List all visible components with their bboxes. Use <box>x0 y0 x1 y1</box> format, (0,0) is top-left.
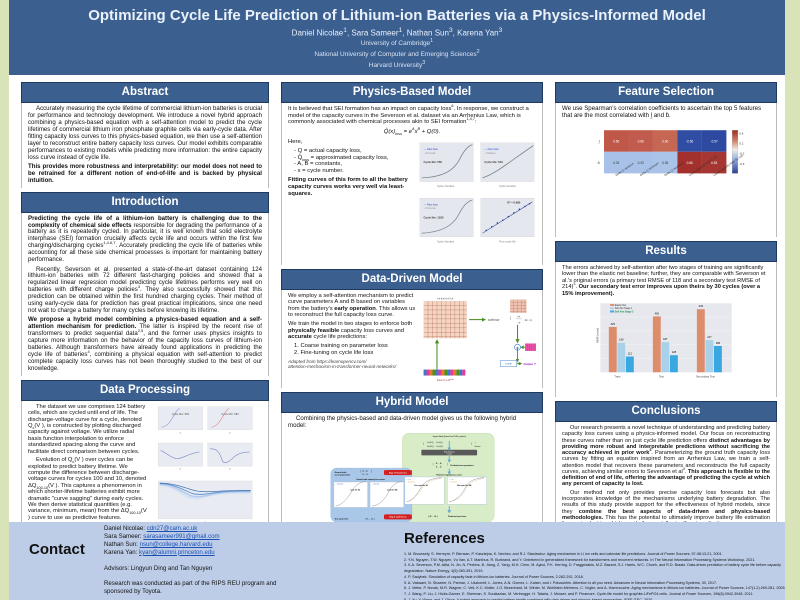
svg-text:— Raw data: — Raw data <box>424 147 439 151</box>
svg-text:0.33: 0.33 <box>638 161 644 165</box>
svg-text:ɓ: ɓ <box>598 161 600 165</box>
svg-text:softmax: softmax <box>488 318 500 322</box>
svg-text:— Raw data: — Raw data <box>484 147 499 151</box>
svg-text:0.60: 0.60 <box>662 139 668 143</box>
svg-text:Cycle life: 550: Cycle life: 550 <box>424 160 443 164</box>
svg-text:Test: Test <box>659 374 664 378</box>
svg-text:True cycle time: True cycle time <box>334 518 348 521</box>
svg-text:0.35: 0.35 <box>662 161 668 165</box>
svg-text:Linear: Linear <box>505 362 512 365</box>
svg-text:217: 217 <box>707 335 712 339</box>
svg-text:Predicted capacity loss curves: Predicted capacity loss curves <box>436 474 462 477</box>
svg-text:Cycle life: 1020: Cycle life: 1020 <box>424 215 444 219</box>
svg-text:hh: hh <box>518 315 521 318</box>
svg-text:0.66: 0.66 <box>638 139 644 143</box>
svg-text:128: 128 <box>672 350 677 354</box>
svg-text:[ B1 ... Bn ]: [ B1 ... Bn ] <box>365 519 374 521</box>
svg-text:– Chosen: – Chosen <box>484 151 496 155</box>
svg-text:V: V <box>180 432 182 435</box>
svg-text:Self Attn Stage 1: Self Attn Stage 1 <box>615 307 633 310</box>
svg-text:Secondary Test: Secondary Test <box>696 374 715 378</box>
svg-text:, Δt= -1): , Δt= -1) <box>523 319 532 322</box>
svg-text:400: 400 <box>655 311 660 315</box>
svg-text:√d: √d <box>518 321 521 324</box>
svg-text:ḽ: ḽ <box>598 139 600 143</box>
svg-text:Cycle Number: Cycle Number <box>437 239 455 243</box>
svg-text:Self-attention: Self-attention <box>443 451 454 454</box>
svg-text:[ Â1 ... Ân ]: [ Â1 ... Ân ] <box>428 515 438 518</box>
svg-text:186: 186 <box>716 341 721 345</box>
svg-text:Self Attn Stage 2: Self Attn Stage 2 <box>615 310 634 313</box>
svg-text:0.66: 0.66 <box>613 139 619 143</box>
svg-text:Ground truth: Ground truth <box>334 472 347 475</box>
svg-text:0.6: 0.6 <box>739 131 743 135</box>
svg-text:True cycle life: True cycle life <box>499 239 516 243</box>
svg-text:V: V <box>229 432 231 435</box>
svg-text:model: model <box>446 454 452 456</box>
svg-text:-0.6: -0.6 <box>739 162 744 166</box>
svg-text:Cycle Number: Cycle Number <box>499 184 517 188</box>
svg-text:Train: Train <box>614 374 621 378</box>
svg-text:V: V <box>180 468 182 471</box>
svg-text:R² = 0.980: R² = 0.980 <box>507 201 520 205</box>
svg-text:112: 112 <box>628 351 633 355</box>
svg-text:Min(ΔQ)1 ... Min(ΔQ)n: Min(ΔQ)1 ... Min(ΔQ)n <box>427 445 444 448</box>
svg-text:325: 325 <box>611 322 616 326</box>
svg-text:curve parameters: curve parameters <box>334 474 350 477</box>
svg-text:Cycle Number: Cycle Number <box>437 184 455 188</box>
svg-text:Predicted curve parameters: Predicted curve parameters <box>450 465 473 468</box>
svg-text:Predicted cycle time: Predicted cycle time <box>447 515 465 518</box>
svg-text:433: 433 <box>699 304 704 308</box>
svg-text:Input X ∈ RNxd: Input X ∈ RNxd <box>437 377 454 381</box>
svg-text:Cycle life: 540: Cycle life: 540 <box>484 160 503 164</box>
svg-text:-0.56: -0.56 <box>686 139 693 143</box>
svg-text:0.2: 0.2 <box>739 141 743 145</box>
svg-text:0.86: 0.86 <box>687 161 693 165</box>
svg-text:Input data (from first 100 cyc: Input data (from first 100 cycles) <box>432 435 465 438</box>
svg-text:h h h h h h h h h: h h h h h h h h h <box>437 298 454 300</box>
svg-text:Cycle Min: 584: Cycle Min: 584 <box>172 412 190 416</box>
svg-text:– Fit curve: – Fit curve <box>424 151 437 155</box>
svg-text:— Raw data: — Raw data <box>424 202 439 206</box>
svg-text:190: 190 <box>619 337 624 341</box>
svg-text:187: 187 <box>663 337 668 341</box>
svg-text:V: V <box>229 468 231 471</box>
svg-text:Var(ΔQ)1 ... Var(ΔQ)n: Var(ΔQ)1 ... Var(ΔQ)n <box>427 441 443 444</box>
svg-text:RMSE (cycles): RMSE (cycles) <box>597 327 599 342</box>
svg-text:Elastic Net: Elastic Net <box>615 304 627 307</box>
svg-text:Output Y = B?: Output Y = B? <box>523 362 536 366</box>
svg-text:-0.57: -0.57 <box>711 139 718 143</box>
svg-text:(: ( <box>510 315 512 319</box>
svg-text:Cycle Min: 584: Cycle Min: 584 <box>221 412 239 416</box>
svg-text:0.33: 0.33 <box>613 161 619 165</box>
svg-text:– Fit curve: – Fit curve <box>424 206 437 210</box>
svg-text:Ground truth capacity loss cur: Ground truth capacity loss curves <box>356 478 385 481</box>
